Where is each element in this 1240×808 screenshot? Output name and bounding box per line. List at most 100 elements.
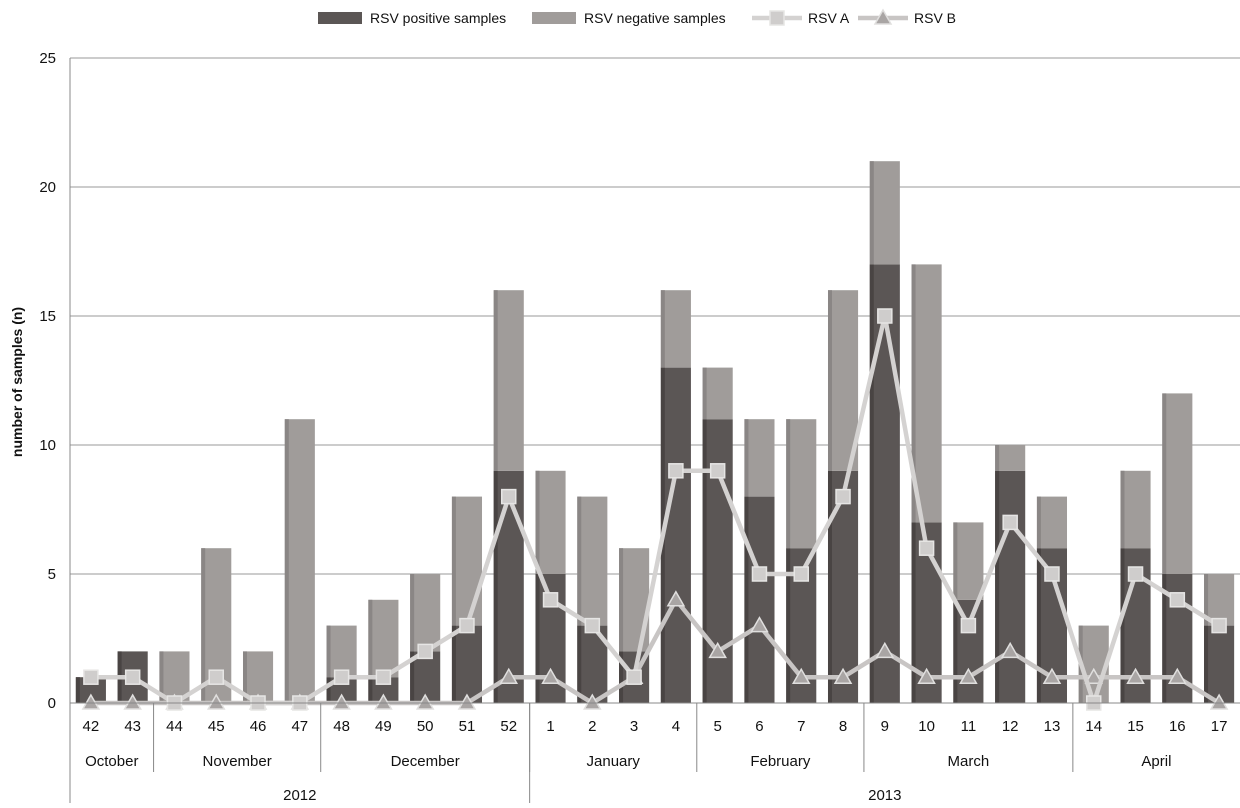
y-tick-label: 20 — [39, 179, 56, 196]
bar-rsv-positive-edge — [1036, 548, 1041, 703]
rsv-a-marker — [877, 308, 893, 324]
x-tick-label: 4 — [672, 718, 680, 735]
bar-rsv-positive — [953, 599, 984, 703]
bar-rsv-positive-edge — [75, 677, 80, 703]
month-label: January — [587, 753, 641, 770]
rsv-b-marker — [499, 667, 519, 684]
rsv-a-marker — [83, 669, 99, 685]
bar-rsv-negative — [1120, 470, 1151, 549]
bar-rsv-positive-edge — [619, 651, 624, 703]
bar-rsv-negative-edge — [953, 522, 958, 600]
bar-rsv-positive — [1204, 625, 1235, 703]
rsv-a-marker — [417, 643, 433, 660]
bar-rsv-negative — [493, 290, 524, 471]
x-tick-label: 6 — [755, 718, 763, 735]
rsv-a-marker — [709, 463, 726, 479]
bar-rsv-positive-edge — [451, 625, 456, 703]
bar-rsv-positive-edge — [827, 470, 832, 703]
bar-rsv-positive-edge — [786, 548, 791, 703]
rsv-a-marker — [668, 463, 684, 479]
bar-rsv-positive-edge — [535, 574, 540, 703]
x-tick-label: 52 — [500, 718, 517, 735]
y-axis-label: number of samples (n) — [9, 307, 25, 457]
x-tick-label: 48 — [333, 718, 350, 735]
x-tick-label: 9 — [881, 718, 889, 735]
rsv-b-marker — [1126, 667, 1145, 684]
bar-rsv-positive-edge — [1204, 625, 1209, 703]
x-tick-label: 47 — [291, 718, 308, 735]
rsv-b-marker — [1168, 667, 1187, 684]
bar-rsv-positive-edge — [869, 264, 874, 703]
x-tick-label: 17 — [1211, 718, 1228, 735]
bar-rsv-positive-edge — [410, 651, 415, 703]
bar-rsv-negative-edge — [827, 290, 832, 471]
rsv-a-marker — [1127, 566, 1144, 582]
bar-rsv-negative-edge — [577, 496, 582, 626]
legend-label: RSV A — [808, 10, 850, 26]
year-label: 2013 — [868, 787, 901, 803]
rsv-b-marker — [959, 667, 978, 684]
year-label: 2012 — [283, 787, 316, 803]
bar-rsv-positive-edge — [368, 677, 373, 703]
rsv-b-marker — [708, 641, 727, 659]
bars — [75, 161, 1235, 703]
x-tick-label: 12 — [1002, 718, 1019, 735]
bar-rsv-negative — [326, 625, 357, 678]
legend-label: RSV B — [914, 10, 956, 26]
legend-marker — [769, 10, 785, 26]
x-tick-label: 44 — [166, 718, 183, 735]
x-tick-label: 43 — [124, 718, 141, 735]
x-tick-label: 10 — [918, 718, 935, 735]
rsv-a-marker — [124, 669, 141, 685]
bar-rsv-positive-edge — [1162, 574, 1167, 703]
rsv-b-marker — [206, 693, 226, 710]
bar-rsv-positive — [995, 470, 1026, 703]
y-tick-label: 5 — [48, 566, 56, 583]
rsv-b-marker — [457, 693, 477, 710]
rsv-a-marker — [1169, 592, 1186, 608]
y-tick-label: 25 — [39, 50, 56, 67]
bar-rsv-negative-edge — [1120, 470, 1125, 549]
legend-marker — [873, 8, 893, 25]
rsv-a-marker — [1211, 617, 1227, 634]
rsv-b-marker — [666, 590, 686, 607]
bar-rsv-positive — [827, 470, 859, 703]
bar-rsv-negative-edge — [242, 651, 247, 703]
bar-rsv-negative — [953, 522, 984, 600]
rsv-b-marker — [81, 693, 101, 710]
bar-rsv-negative — [995, 445, 1026, 471]
x-tick-label: 13 — [1044, 718, 1061, 735]
bar-rsv-positive — [493, 470, 524, 703]
x-tick-label: 7 — [797, 718, 805, 735]
bar-rsv-positive — [744, 496, 775, 703]
bar-rsv-positive-edge — [744, 496, 749, 703]
x-tick-label: 51 — [459, 718, 476, 735]
bar-rsv-positive-edge — [995, 470, 1000, 703]
bar-rsv-negative-edge — [1036, 496, 1041, 549]
bar-rsv-positive-edge — [911, 522, 916, 703]
rsv-a-marker — [375, 669, 392, 685]
rsv-b-marker — [833, 667, 853, 684]
bar-rsv-positive-edge — [1120, 548, 1125, 703]
bar-rsv-negative — [368, 599, 399, 678]
bar-rsv-negative-edge — [535, 470, 540, 574]
bar-rsv-negative-edge — [201, 548, 206, 703]
bar-rsv-positive-edge — [493, 470, 498, 703]
x-tick-label: 15 — [1127, 718, 1144, 735]
x-tick-label: 45 — [208, 718, 225, 735]
rsv-a-marker — [208, 669, 224, 685]
bar-rsv-negative-edge — [1162, 393, 1167, 574]
rsv-b-marker — [917, 667, 936, 684]
bar-rsv-negative-edge — [702, 367, 707, 420]
bar-rsv-positive-edge — [702, 419, 707, 703]
rsv-b-marker — [1209, 693, 1229, 710]
bar-rsv-positive-edge — [326, 677, 331, 703]
legend-label: RSV positive samples — [370, 10, 506, 26]
rsv-a-marker — [542, 592, 559, 608]
bar-rsv-negative-edge — [911, 264, 916, 523]
rsv-b-marker — [1084, 667, 1104, 684]
x-tick-label: 14 — [1085, 718, 1102, 735]
bar-rsv-positive — [451, 625, 483, 703]
